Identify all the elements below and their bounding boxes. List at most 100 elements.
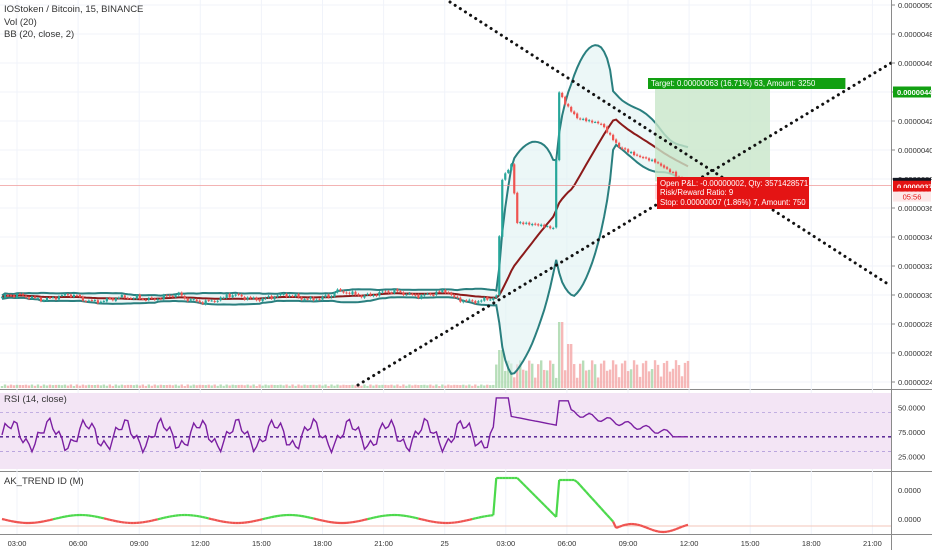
volume-bar xyxy=(435,384,438,388)
time-axis[interactable]: 03:00 06:00 09:00 12:00 15:00 18:00 21:00 25 03:… xyxy=(8,539,882,548)
candle-body xyxy=(15,294,19,298)
candle-body xyxy=(21,293,25,296)
trend-title[interactable]: AK_TREND ID (M) xyxy=(4,476,84,487)
trend-segment xyxy=(154,518,159,522)
volume-bar xyxy=(495,364,498,388)
candle-body xyxy=(75,295,78,297)
candle-body xyxy=(626,149,630,153)
candle-body xyxy=(204,300,207,305)
trend-segment xyxy=(636,523,641,527)
candle-body xyxy=(186,298,189,302)
candle-body xyxy=(501,179,504,237)
candle-body xyxy=(81,296,84,301)
volume-bar xyxy=(608,369,612,388)
candle-body xyxy=(78,295,81,297)
rsi-title[interactable]: RSI (14, close) xyxy=(4,394,67,405)
candle-body xyxy=(405,294,408,296)
volume-bar xyxy=(626,371,630,388)
trend-tick-label: 0.0000 xyxy=(898,515,921,524)
volume-bar xyxy=(584,370,588,388)
candle-body xyxy=(120,294,123,298)
candle-body xyxy=(459,297,462,302)
trend-segment xyxy=(427,519,431,523)
volume-bar xyxy=(126,384,130,388)
trend-segment xyxy=(591,497,596,503)
volume-bar xyxy=(551,363,555,388)
candle-body xyxy=(240,294,243,297)
trend-segment xyxy=(472,517,476,521)
volume-bar xyxy=(531,363,534,388)
trend-segment xyxy=(145,520,149,523)
volume-bar xyxy=(204,385,207,388)
candle-body xyxy=(300,297,303,300)
candle-body xyxy=(477,301,480,303)
volume-bar xyxy=(189,385,192,388)
volume-bar xyxy=(665,360,669,388)
volume-bar xyxy=(234,385,237,388)
candle-body xyxy=(567,104,570,107)
candle-body xyxy=(348,292,351,294)
x-tick-label: 09:00 xyxy=(619,539,638,548)
candle-body xyxy=(671,172,675,174)
candle-body xyxy=(468,299,471,301)
trend-segment xyxy=(61,515,66,519)
trend-segment xyxy=(259,518,263,521)
trend-segment xyxy=(600,507,605,513)
candle-body xyxy=(375,294,378,297)
volume-bar xyxy=(129,384,133,388)
volume-bar xyxy=(69,384,73,388)
candle-body xyxy=(159,298,162,300)
trend-segment xyxy=(91,514,96,518)
candle-body xyxy=(558,92,561,161)
volume-bar xyxy=(381,384,384,388)
trend-segment xyxy=(481,515,485,519)
trend-segment xyxy=(196,514,200,518)
candle-body xyxy=(456,296,459,298)
trendlines[interactable] xyxy=(356,0,893,387)
candle-body xyxy=(597,121,600,124)
candle-body xyxy=(237,293,240,295)
candle-body xyxy=(96,300,99,304)
candle-body xyxy=(123,295,126,298)
trend-segment xyxy=(484,514,488,518)
candle-body xyxy=(141,298,144,300)
volume-bar xyxy=(384,384,387,388)
candle-body xyxy=(576,113,579,119)
volume-bar xyxy=(396,384,399,388)
volume-bar xyxy=(309,384,312,388)
candle-body xyxy=(462,300,465,303)
candle-body xyxy=(480,300,483,302)
candle-body xyxy=(321,296,324,300)
study-volume[interactable]: Vol (20) xyxy=(4,16,37,28)
volume-bar xyxy=(96,384,100,388)
candle-body xyxy=(606,126,609,133)
trend-segment xyxy=(217,519,221,523)
candle-body xyxy=(243,297,246,300)
volume-bar xyxy=(366,385,369,388)
trend-segment xyxy=(478,515,482,519)
x-tick-label: 18:00 xyxy=(802,539,821,548)
volume-bar xyxy=(72,385,76,388)
candle-body xyxy=(552,227,555,229)
candle-body xyxy=(87,300,90,302)
volume-bar xyxy=(534,377,537,388)
candle-body xyxy=(495,295,498,298)
candle-body xyxy=(132,298,135,300)
candle-body xyxy=(60,295,64,297)
volume-bar xyxy=(438,385,441,388)
candle-body xyxy=(27,297,31,299)
candle-body xyxy=(372,295,375,297)
candle-body xyxy=(489,299,492,301)
volume-bar xyxy=(659,376,663,388)
volume-bar xyxy=(569,344,573,388)
study-bollinger[interactable]: BB (20, close, 2) xyxy=(4,29,75,40)
volume-bar xyxy=(560,322,564,388)
volume-bar xyxy=(207,384,210,388)
volume-bar xyxy=(270,384,273,388)
volume-bar xyxy=(120,384,124,388)
candle-body xyxy=(659,163,663,166)
